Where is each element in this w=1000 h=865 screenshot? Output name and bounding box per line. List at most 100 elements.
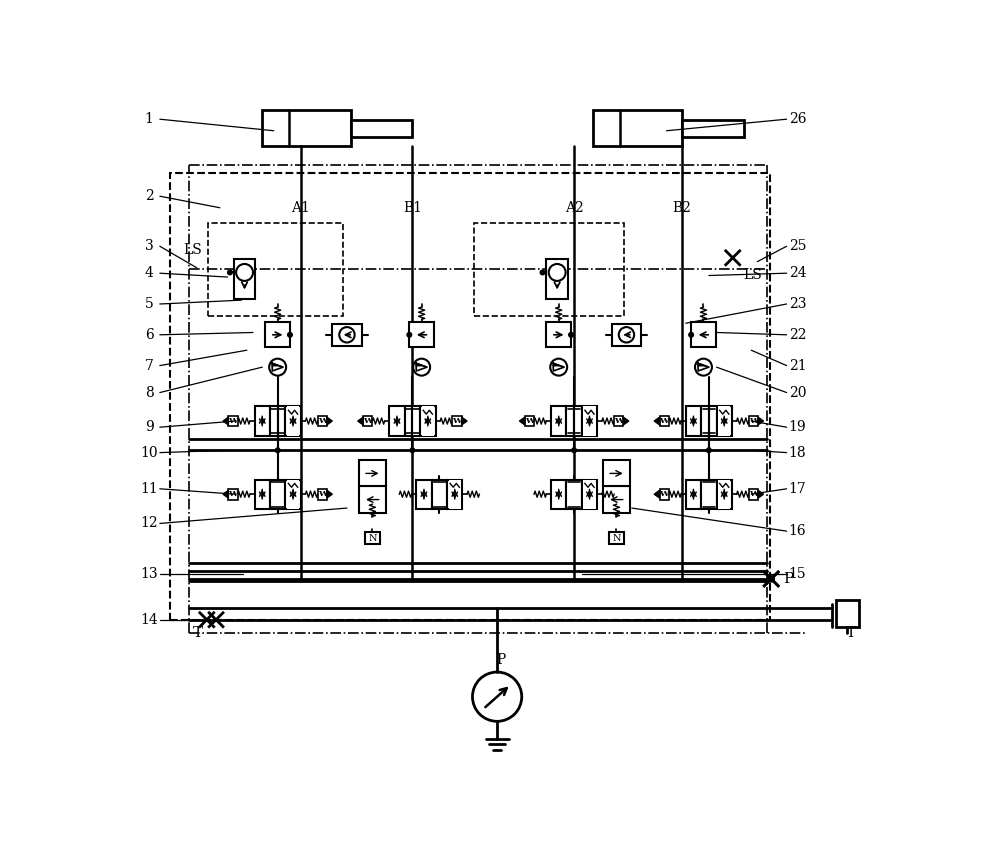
Bar (583, 407, 596, 436)
Bar (614, 416, 623, 426)
Text: W: W (749, 490, 758, 498)
Polygon shape (272, 367, 283, 371)
Bar (551, 479, 566, 509)
Text: 21: 21 (789, 359, 806, 373)
Polygon shape (327, 417, 332, 425)
Text: 3: 3 (145, 240, 153, 253)
Bar (609, 532, 624, 544)
Text: W: W (660, 417, 669, 425)
Text: 20: 20 (789, 386, 806, 400)
Bar (228, 416, 238, 426)
Bar (285, 407, 301, 436)
Text: 15: 15 (789, 567, 806, 580)
Text: 23: 23 (789, 297, 806, 311)
Circle shape (569, 332, 573, 337)
Bar (717, 479, 732, 509)
Circle shape (472, 672, 522, 721)
Bar (449, 479, 461, 509)
Polygon shape (223, 417, 228, 425)
Circle shape (236, 264, 253, 281)
Text: LS: LS (744, 268, 762, 282)
Text: 14: 14 (140, 612, 158, 627)
Text: 9: 9 (145, 420, 153, 434)
Text: 7: 7 (145, 359, 153, 373)
Text: W: W (318, 490, 327, 498)
Bar (270, 407, 285, 436)
Bar (583, 479, 596, 509)
Bar (255, 407, 270, 436)
Bar (287, 479, 299, 509)
Circle shape (410, 448, 415, 452)
Bar (717, 407, 732, 436)
Bar (582, 479, 597, 509)
Bar (270, 479, 285, 509)
Text: 24: 24 (789, 266, 806, 280)
Polygon shape (758, 490, 764, 498)
Circle shape (550, 359, 567, 375)
Text: T: T (193, 625, 203, 640)
Bar (234, 259, 255, 298)
Text: 2: 2 (145, 189, 153, 203)
Polygon shape (462, 417, 467, 425)
Bar (208, 223, 343, 316)
Bar (332, 324, 362, 346)
Bar (603, 459, 630, 486)
Circle shape (549, 264, 566, 281)
Text: W: W (525, 417, 534, 425)
Bar (682, 119, 744, 137)
Bar (718, 479, 730, 509)
Circle shape (339, 327, 355, 343)
Bar (262, 110, 351, 146)
Bar (474, 223, 624, 316)
Text: 5: 5 (145, 297, 153, 311)
Bar (691, 323, 716, 347)
Circle shape (413, 359, 430, 375)
Bar (701, 407, 717, 436)
Bar (287, 407, 299, 436)
Bar (447, 479, 462, 509)
Polygon shape (698, 367, 709, 371)
Text: A1: A1 (291, 202, 310, 215)
Bar (660, 416, 669, 426)
Circle shape (619, 327, 634, 343)
Bar (525, 416, 534, 426)
Bar (365, 532, 380, 544)
Bar (358, 486, 386, 514)
Polygon shape (758, 417, 764, 425)
Text: 8: 8 (145, 386, 153, 400)
Text: 13: 13 (140, 567, 158, 580)
Bar (836, 600, 859, 627)
Text: 16: 16 (789, 524, 806, 538)
Text: W: W (749, 417, 758, 425)
Text: LS: LS (184, 243, 202, 257)
Text: W: W (228, 417, 238, 425)
Bar (228, 489, 238, 500)
Circle shape (288, 332, 292, 337)
Text: W: W (228, 490, 238, 498)
Text: P: P (783, 572, 793, 586)
Bar (686, 479, 701, 509)
Text: 17: 17 (789, 482, 806, 496)
Polygon shape (519, 417, 525, 425)
Bar (318, 416, 327, 426)
Text: W: W (363, 417, 372, 425)
Polygon shape (416, 363, 427, 367)
Bar (422, 407, 434, 436)
Bar (612, 324, 641, 346)
Polygon shape (327, 490, 332, 498)
Text: 6: 6 (145, 328, 153, 342)
Circle shape (572, 448, 576, 452)
Bar (660, 489, 669, 500)
Text: N: N (612, 534, 621, 542)
Bar (551, 407, 566, 436)
Bar (582, 407, 597, 436)
Bar (416, 479, 432, 509)
Polygon shape (654, 417, 660, 425)
Text: W: W (660, 490, 669, 498)
Bar (749, 489, 758, 500)
Text: T: T (846, 625, 856, 640)
Polygon shape (698, 363, 709, 367)
Bar (718, 407, 730, 436)
Bar (265, 323, 290, 347)
Polygon shape (654, 490, 660, 498)
